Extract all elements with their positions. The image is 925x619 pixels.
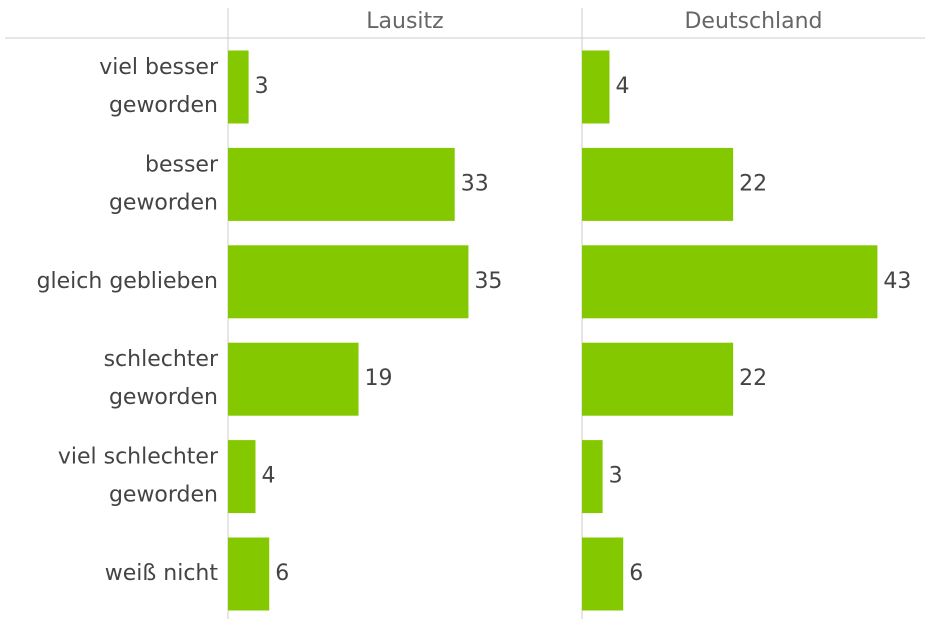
bar bbox=[228, 537, 270, 611]
value-label: 22 bbox=[739, 171, 767, 196]
value-label: 35 bbox=[474, 269, 502, 294]
bar bbox=[228, 245, 469, 319]
bar bbox=[582, 245, 878, 319]
panel-title: Deutschland bbox=[684, 9, 822, 34]
value-label: 3 bbox=[255, 74, 269, 99]
bar bbox=[228, 440, 256, 514]
value-label: 6 bbox=[275, 561, 289, 586]
category-label: geworden bbox=[109, 483, 218, 508]
category-label: weiß nicht bbox=[105, 561, 219, 586]
bar bbox=[582, 50, 610, 124]
value-label: 19 bbox=[365, 366, 393, 391]
bar bbox=[582, 342, 734, 416]
category-label: viel besser bbox=[99, 55, 219, 80]
category-label: gleich geblieben bbox=[37, 269, 218, 294]
category-label: geworden bbox=[109, 190, 218, 215]
panel-title: Lausitz bbox=[366, 9, 443, 34]
category-label: schlechter bbox=[104, 347, 219, 372]
bar bbox=[228, 147, 455, 221]
value-label: 22 bbox=[739, 366, 767, 391]
value-label: 33 bbox=[461, 171, 489, 196]
category-label: viel schlechter bbox=[58, 445, 219, 470]
bar bbox=[228, 50, 249, 124]
value-label: 4 bbox=[615, 74, 629, 99]
category-label: besser bbox=[145, 152, 219, 177]
bar bbox=[582, 440, 603, 514]
value-label: 3 bbox=[609, 464, 623, 489]
value-label: 6 bbox=[629, 561, 643, 586]
bar bbox=[582, 147, 734, 221]
bar bbox=[228, 342, 359, 416]
value-label: 4 bbox=[261, 464, 275, 489]
category-label: geworden bbox=[109, 93, 218, 118]
category-label: geworden bbox=[109, 385, 218, 410]
value-label: 43 bbox=[883, 269, 911, 294]
bar bbox=[582, 537, 624, 611]
